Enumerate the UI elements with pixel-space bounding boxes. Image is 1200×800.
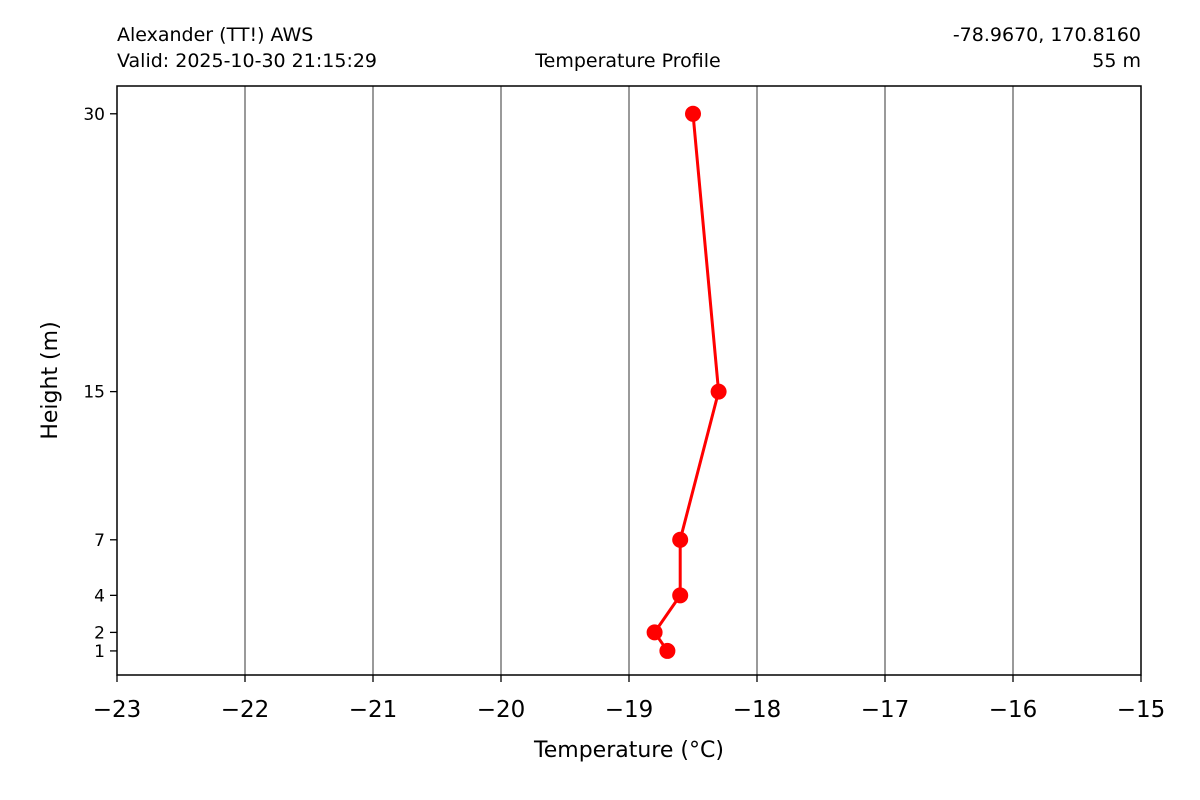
x-tick-label: −15 [1117, 697, 1166, 723]
series-line [653, 113, 721, 652]
x-tick-label: −16 [989, 697, 1038, 723]
y-axis-label: Height (m) [38, 321, 63, 439]
y-tick-label: 15 [83, 383, 105, 403]
grid-lines [244, 86, 1014, 675]
y-tick-label: 1 [94, 642, 105, 662]
y-tick-label: 4 [94, 586, 105, 606]
x-tick-label: −21 [349, 697, 398, 723]
station-name: Alexander (TT!) AWS [117, 24, 314, 46]
y-axis-ticks: 12 4 7 15 30 [83, 105, 117, 662]
valid-time: Valid: 2025-10-30 21:15:29 [117, 50, 378, 72]
data-point [710, 383, 727, 400]
x-axis-label: Temperature (°C) [533, 738, 724, 763]
data-point [659, 642, 676, 659]
series-group [646, 105, 727, 659]
y-tick-label: 7 [94, 531, 105, 551]
x-tick-label: −23 [93, 697, 142, 723]
header-right: -78.9670, 170.8160 55 m [953, 22, 1141, 74]
y-tick-label: 2 [94, 623, 105, 643]
x-tick-label: −17 [861, 697, 910, 723]
data-point [685, 105, 701, 122]
x-tick-label: −19 [605, 697, 654, 723]
x-tick-label: −22 [221, 697, 270, 723]
data-point [672, 587, 689, 604]
station-elevation: 55 m [1092, 50, 1141, 72]
data-point [672, 531, 689, 548]
header-left: Alexander (TT!) AWS Valid: 2025-10-30 21… [117, 22, 377, 74]
x-tick-label: −20 [477, 697, 526, 723]
y-tick-label: 30 [83, 105, 105, 125]
data-point [646, 624, 663, 641]
x-tick-label: −18 [733, 697, 782, 723]
chart-title: Temperature Profile [535, 50, 721, 72]
station-coordinates: -78.9670, 170.8160 [952, 24, 1141, 46]
x-axis-ticks: −23 −22 −21 −20 −19 −18 −17 −16 −15 [93, 675, 1166, 723]
